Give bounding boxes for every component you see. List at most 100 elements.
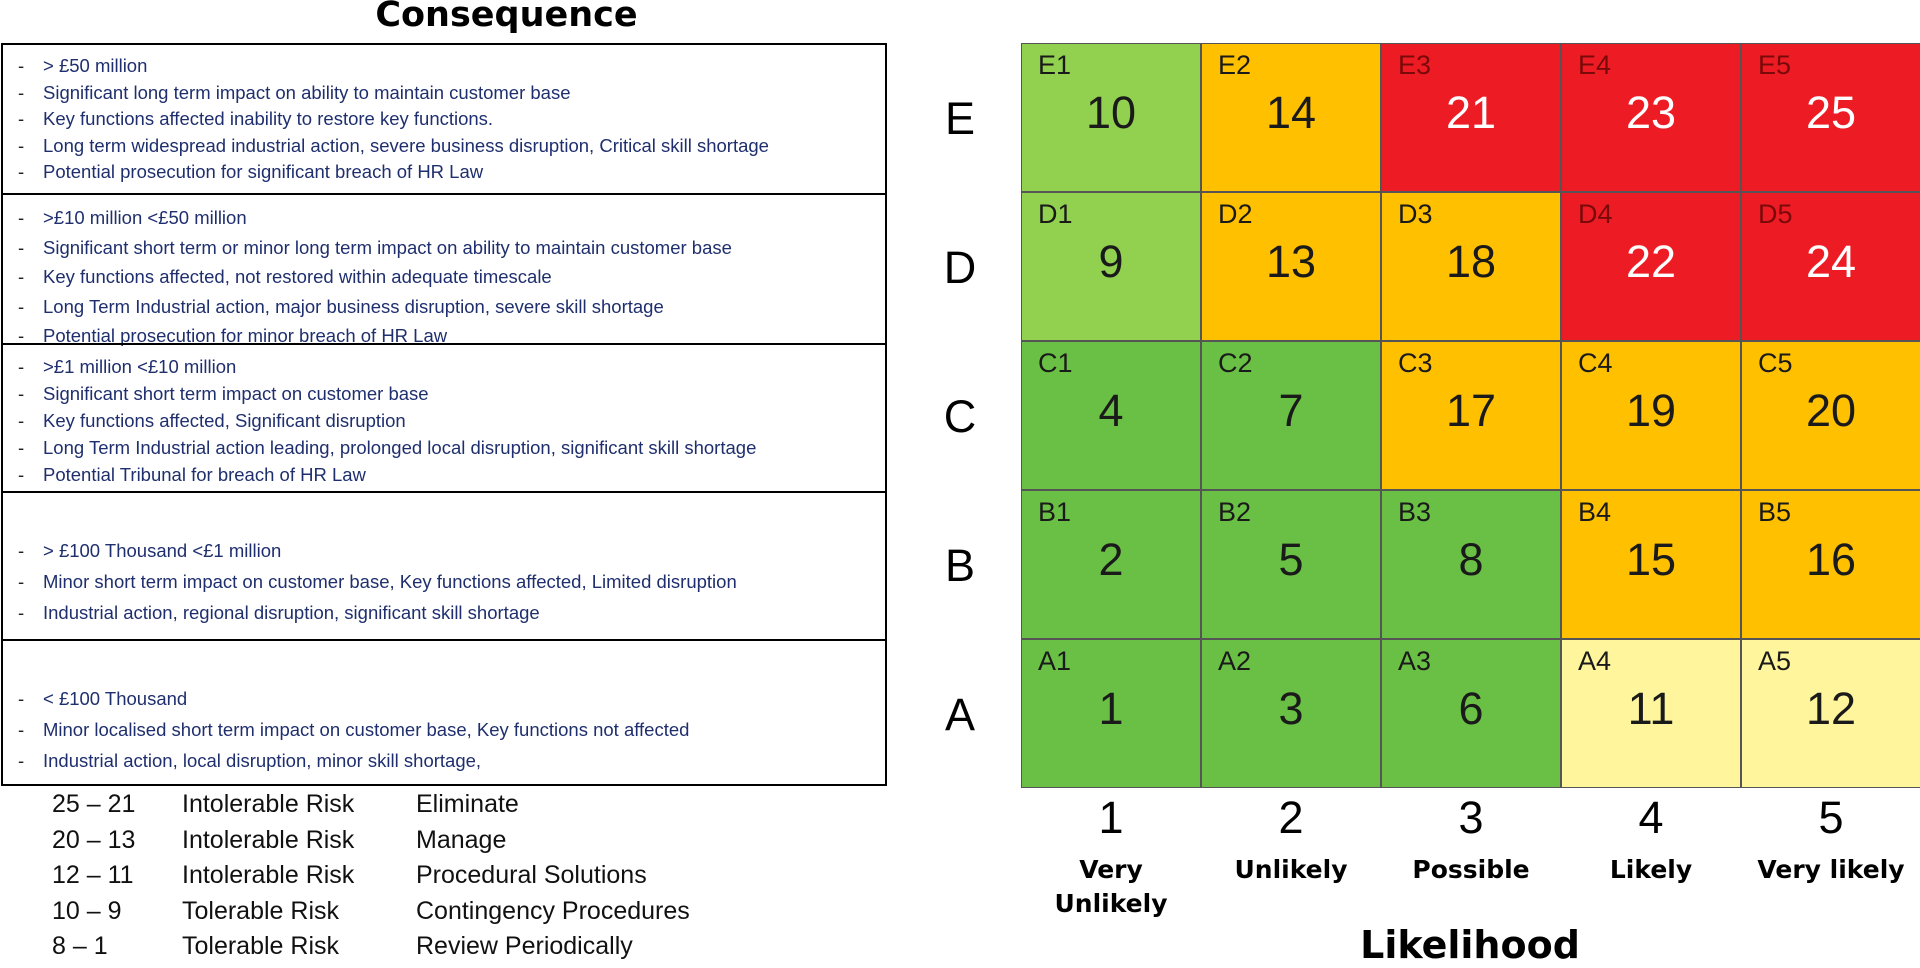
cell-score: 19	[1625, 385, 1677, 436]
cell-score: 3	[1278, 683, 1304, 734]
row-label-d: D	[943, 242, 977, 293]
matrix-cell-e2: E2 14	[1201, 43, 1381, 192]
consequence-item: >£1 million <£10 million	[3, 353, 885, 380]
consequence-list: > £50 millionSignificant long term impac…	[3, 53, 885, 186]
key-range: 8 – 1	[52, 932, 108, 960]
likelihood-title: Likelihood	[1360, 923, 1580, 967]
column-number-1: 1	[1098, 792, 1124, 843]
consequence-list: > £100 Thousand <£1 millionMinor short t…	[3, 535, 885, 628]
cell-score: 22	[1625, 236, 1677, 287]
column-number-5: 5	[1818, 792, 1844, 843]
cell-code: D3	[1398, 199, 1433, 229]
matrix-cell-d5: D5 24	[1741, 192, 1920, 341]
consequence-title: Consequence	[375, 0, 638, 35]
column-number-3: 3	[1458, 792, 1484, 843]
matrix-cell-b5: B5 16	[1741, 490, 1920, 639]
key-row: 8 – 1 Tolerable Risk Review Periodically	[0, 929, 900, 964]
matrix-cell-e3: E3 21	[1381, 43, 1561, 192]
matrix-cell-c4: C4 19	[1561, 341, 1741, 490]
cell-score: 4	[1098, 385, 1124, 436]
cell-code: A1	[1038, 646, 1072, 676]
key-row: 25 – 21 Intolerable Risk Eliminate	[0, 787, 900, 822]
consequence-item: Long Term Industrial action leading, pro…	[3, 434, 885, 461]
cell-code: E5	[1758, 50, 1792, 80]
column-label-3: Possible	[1412, 855, 1530, 884]
column-label-2: Unlikely	[1234, 855, 1348, 884]
consequence-item: >£10 million <£50 million	[3, 203, 885, 233]
consequence-item: Long Term Industrial action, major busin…	[3, 292, 885, 322]
row-label-b: B	[944, 540, 975, 591]
cell-code: D1	[1038, 199, 1073, 229]
matrix-cell-b4: B4 15	[1561, 490, 1741, 639]
cell-code: C2	[1218, 348, 1253, 378]
consequence-item: > £100 Thousand <£1 million	[3, 535, 885, 566]
row-label-e: E	[944, 93, 975, 144]
key-level: Intolerable Risk	[182, 825, 355, 854]
cell-code: C5	[1758, 348, 1793, 378]
matrix-cell-a3: A3 6	[1381, 639, 1561, 788]
matrix-cell-c5: C5 20	[1741, 341, 1920, 490]
cell-score: 16	[1805, 534, 1857, 585]
consequence-item: > £50 million	[3, 53, 885, 80]
consequence-row-a: < £100 ThousandMinor localised short ter…	[3, 639, 885, 786]
consequence-row-d: >£10 million <£50 million Significant sh…	[3, 193, 885, 350]
cell-score: 5	[1278, 534, 1304, 585]
consequence-row-b: > £100 Thousand <£1 millionMinor short t…	[3, 491, 885, 639]
cell-score: 6	[1458, 683, 1484, 734]
matrix-cell-d4: D4 22	[1561, 192, 1741, 341]
key-level: Intolerable Risk	[182, 790, 355, 818]
key-range: 20 – 13	[52, 825, 136, 854]
matrix-cell-c3: C3 17	[1381, 341, 1561, 490]
key-level: Tolerable Risk	[182, 896, 340, 925]
cell-code: C3	[1398, 348, 1433, 378]
consequence-item: Significant short term or minor long ter…	[3, 233, 885, 263]
cell-code: E1	[1038, 50, 1072, 80]
cell-score: 12	[1805, 683, 1857, 734]
key-range: 12 – 11	[52, 861, 134, 889]
matrix-cell-a4: A4 11	[1561, 639, 1741, 788]
cell-code: C1	[1038, 348, 1073, 378]
consequence-item: Long term widespread industrial action, …	[3, 133, 885, 160]
cell-score: 25	[1805, 87, 1857, 138]
consequence-table: > £50 millionSignificant long term impac…	[1, 43, 887, 786]
key-range: 10 – 9	[52, 896, 122, 925]
key-row: 10 – 9 Tolerable Risk Contingency Procedur…	[0, 894, 900, 929]
cell-code: E2	[1218, 50, 1252, 80]
matrix-cell-a1: A1 1	[1021, 639, 1201, 788]
consequence-item: Significant long term impact on ability …	[3, 80, 885, 107]
consequence-list: < £100 ThousandMinor localised short ter…	[3, 683, 885, 776]
key-row: 20 – 13 Intolerable Risk Manage	[0, 823, 900, 858]
cell-score: 7	[1278, 385, 1304, 436]
consequence-item: Significant short term impact on custome…	[3, 380, 885, 407]
key-action: Manage	[416, 825, 507, 854]
consequence-item: Potential Tribunal for breach of HR Law	[3, 461, 885, 488]
key-range: 25 – 21	[52, 790, 136, 818]
cell-score: 1	[1098, 683, 1124, 734]
cell-code: D2	[1218, 199, 1253, 229]
cell-score: 14	[1265, 87, 1317, 138]
column-label-4: Likely	[1609, 855, 1693, 884]
consequence-row-c: >£1 million <£10 millionSignificant shor…	[3, 343, 885, 491]
risk-matrix: E1 10 E2 14 E3 21 E4 23 E5 25 D1 9 D2 13 D3 18 D4 22 D5 24 C…	[1021, 43, 1920, 788]
cell-score: 17	[1445, 385, 1497, 436]
key-action: Procedural Solutions	[416, 861, 647, 889]
cell-score: 2	[1098, 534, 1124, 585]
cell-code: E3	[1398, 50, 1432, 80]
cell-code: B2	[1218, 497, 1252, 527]
key-action: Review Periodically	[416, 932, 633, 960]
cell-score: 9	[1098, 236, 1124, 287]
matrix-cell-d1: D1 9	[1021, 192, 1201, 341]
cell-code: A2	[1218, 646, 1252, 676]
cell-code: D5	[1758, 199, 1793, 229]
cell-code: D4	[1578, 199, 1613, 229]
cell-score: 24	[1805, 236, 1857, 287]
consequence-item: Industrial action, regional disruption, …	[3, 597, 885, 628]
consequence-item: Minor short term impact on customer base…	[3, 566, 885, 597]
consequence-item: Potential prosecution for minor breach o…	[3, 321, 885, 351]
consequence-item: < £100 Thousand	[3, 683, 885, 714]
cell-code: A5	[1758, 646, 1792, 676]
column-number-4: 4	[1638, 792, 1664, 843]
cell-code: C4	[1578, 348, 1613, 378]
cell-score: 20	[1805, 385, 1857, 436]
cell-score: 21	[1445, 87, 1497, 138]
